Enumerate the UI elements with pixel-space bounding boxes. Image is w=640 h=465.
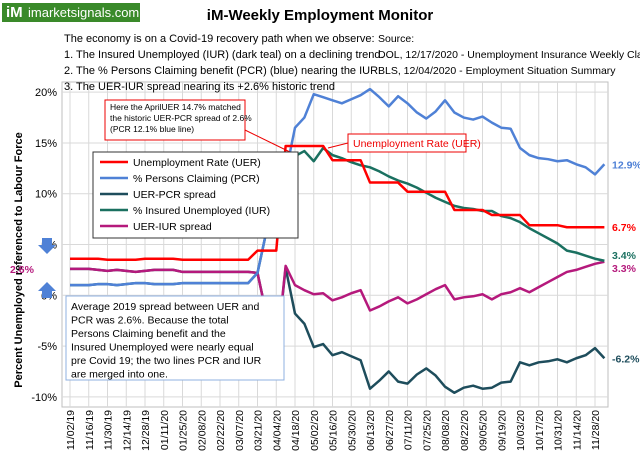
annotation-text: Unemployment Rate (UER)	[353, 138, 481, 150]
logo-mark: iM	[6, 4, 23, 21]
annotation-text: Here the AprilUER 14.7% matched	[110, 102, 241, 112]
x-tick-label: 04/18/20	[290, 410, 302, 451]
x-tick-label: 08/22/20	[459, 410, 471, 451]
x-tick-label: 10/17/20	[534, 410, 546, 451]
annotation-arrow	[244, 129, 291, 153]
series-line	[70, 260, 605, 358]
y-tick-label: -10%	[31, 392, 57, 404]
x-tick-label: 06/13/20	[365, 410, 377, 451]
logo: imarketsignals.com	[28, 5, 139, 20]
note-line: 3. The UER-IUR spread nearing its +2.6% …	[64, 81, 335, 93]
x-tick-label: 02/08/20	[196, 410, 208, 451]
series-line	[70, 87, 606, 287]
annotation-text: Average 2019 spread between UER and	[71, 301, 260, 313]
x-tick-label: 05/16/20	[328, 410, 340, 451]
annotation-text: the historic UER-PCR spread of 2.6%	[110, 113, 252, 123]
x-tick-label: 06/27/20	[384, 410, 396, 451]
source-line: Source:	[378, 33, 414, 45]
x-tick-label: 09/05/20	[478, 410, 490, 451]
annotation-text: (PCR 12.1% blue line)	[110, 124, 194, 134]
x-tick-label: 11/30/19	[103, 410, 115, 450]
annotation-text: are merged into one.	[71, 369, 168, 381]
data-label: 3.4%	[612, 250, 637, 262]
series-line	[70, 144, 605, 261]
source-line: DOL, 12/17/2020 - Unemployment Insurance…	[378, 49, 640, 61]
x-tick-label: 11/16/19	[84, 410, 96, 450]
logo-box	[2, 3, 140, 22]
x-tick-label: 10/03/20	[515, 410, 527, 451]
source-line: BLS, 12/04/2020 - Employment Situation S…	[378, 65, 616, 77]
y-tick-label: -5%	[37, 341, 57, 353]
data-label: 3.3%	[612, 263, 637, 275]
data-label: 2.6%	[10, 264, 35, 276]
y-tick-label: 15%	[35, 138, 57, 150]
down-arrow	[38, 238, 56, 254]
x-tick-label: 11/28/20	[590, 410, 602, 450]
annotation-arrow	[327, 142, 349, 149]
annotation-box	[65, 295, 285, 381]
x-tick-label: 10/31/20	[553, 410, 565, 451]
annotation-text: Persons Claiming benefit and the	[71, 328, 226, 340]
data-label: 6.7%	[612, 222, 637, 234]
x-tick-label: 05/30/20	[346, 410, 358, 451]
x-tick-label: 07/25/20	[421, 410, 433, 451]
x-tick-label: 11/02/19	[65, 410, 77, 450]
x-tick-label: 07/11/20	[403, 410, 415, 450]
x-tick-label: 04/04/20	[271, 410, 283, 451]
note-line: 1. The Insured Unemployed (IUR) (dark te…	[64, 49, 384, 61]
x-tick-label: 01/25/20	[178, 410, 190, 451]
y-tick-label: 10%	[35, 189, 57, 201]
up-arrow	[38, 282, 56, 298]
legend-label: % Insured Unemployed (IUR)	[133, 205, 270, 217]
annotation-text: Insured Unemployed were nearly equal	[71, 342, 254, 354]
note-line: 2. The % Persons Claiming benefit (PCR) …	[64, 65, 381, 77]
x-tick-label: 03/21/20	[253, 410, 265, 451]
y-axis-title: Percent Unemployed referenced to Labour …	[13, 132, 25, 388]
legend-label: UER-IUR spread	[133, 221, 212, 233]
x-tick-label: 12/14/19	[121, 410, 133, 451]
annotation-text: pre Covid 19; the two lines PCR and IUR	[71, 355, 262, 367]
overlay: 6.7% 12.9% -6.2% 3.4% 2.6% 3.3% Unemployment R…	[10, 102, 640, 381]
x-tick-label: 05/02/20	[309, 410, 321, 451]
x-tick-label: 03/07/20	[234, 410, 246, 451]
x-tick-label: 01/11/20	[159, 410, 171, 450]
annotation-text: PCR was 2.6%. Because the total	[71, 315, 229, 327]
chart-title: iM-Weekly Employment Monitor	[207, 7, 434, 24]
legend-label: Unemployment Rate (UER)	[133, 157, 261, 169]
data-label: 12.9%	[612, 159, 640, 171]
x-tick-label: 08/08/20	[440, 410, 452, 451]
data-label: -6.2%	[612, 353, 640, 365]
legend-label: UER-PCR spread	[133, 189, 216, 201]
x-tick-label: 11/14/20	[571, 410, 583, 450]
x-tick-label: 02/22/20	[215, 410, 227, 451]
legend-label: % Persons Claiming (PCR)	[133, 173, 260, 185]
x-tick-label: 09/19/20	[496, 410, 508, 451]
note-line: The economy is on a Covid-19 recovery pa…	[64, 33, 375, 45]
annotation-box	[104, 99, 246, 141]
x-tick-label: 12/28/19	[140, 410, 152, 451]
y-tick-label: 20%	[35, 87, 57, 99]
